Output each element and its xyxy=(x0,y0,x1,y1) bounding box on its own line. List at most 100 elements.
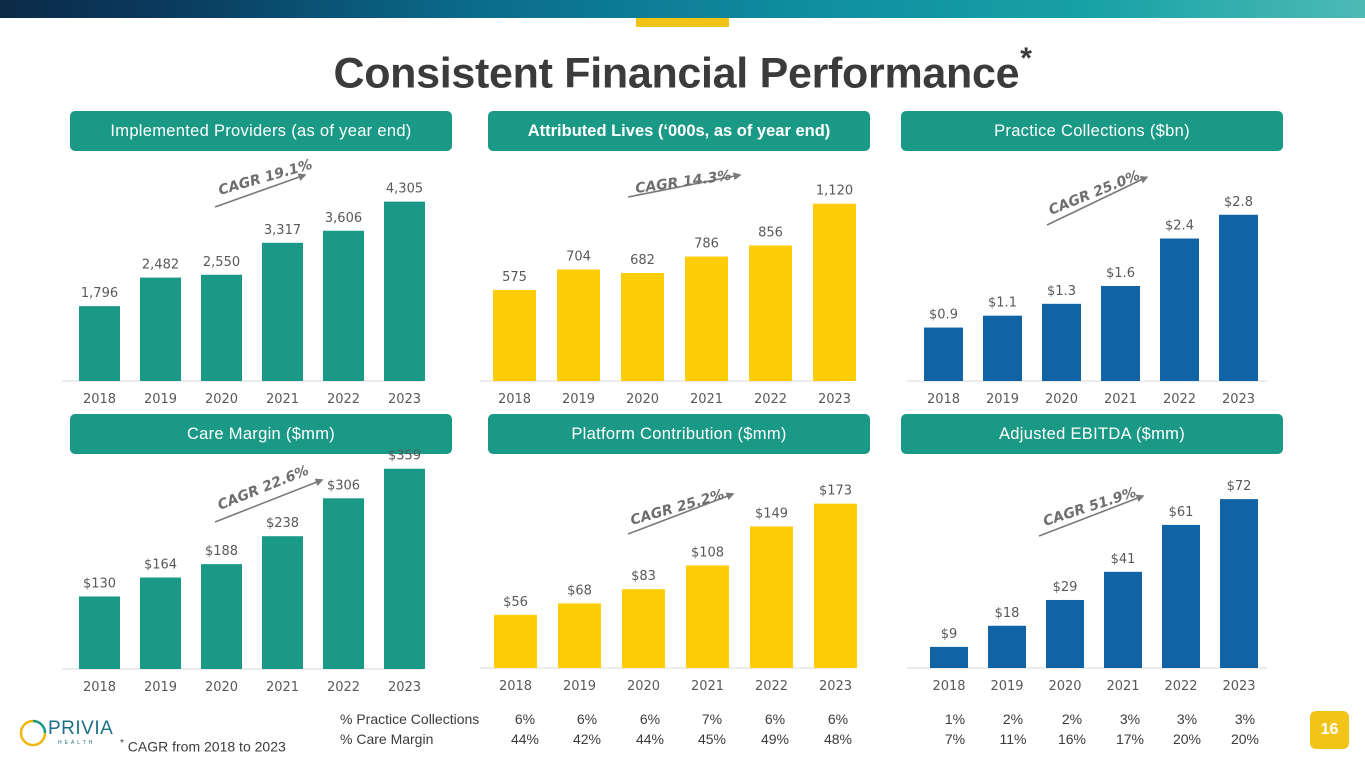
table-cell: 2% xyxy=(1002,711,1024,727)
x-tick-label: 2022 xyxy=(327,392,360,407)
table-cell: 3% xyxy=(1119,711,1141,727)
x-tick-label: 2023 xyxy=(818,392,851,407)
table-cell: 16% xyxy=(1057,731,1087,747)
x-tick-label: 2018 xyxy=(927,392,960,407)
table-cell: 11% xyxy=(999,731,1027,747)
logo-subtext: HEALTH xyxy=(58,740,96,746)
bar-2022 xyxy=(1160,238,1199,381)
data-label-2019: $68 xyxy=(567,583,592,598)
page-title: Consistent Financial Performance* xyxy=(0,42,1365,98)
bar-2018 xyxy=(79,306,120,381)
table-cell: 20% xyxy=(1230,731,1260,747)
data-label-2020: 682 xyxy=(630,253,655,268)
table-cell: 3% xyxy=(1234,711,1256,727)
data-label-2020: 2,550 xyxy=(203,255,240,270)
cagr-arrow xyxy=(1038,494,1145,537)
table-cell: 6% xyxy=(514,711,536,727)
bar-2021 xyxy=(262,536,303,669)
data-label-2020: $1.3 xyxy=(1047,284,1076,299)
table-row-label-care-margin: % Care Margin xyxy=(340,731,434,747)
x-tick-label: 2018 xyxy=(498,392,531,407)
data-label-2019: $18 xyxy=(995,606,1020,621)
data-label-2019: $1.1 xyxy=(988,296,1017,311)
bar-2018 xyxy=(494,614,537,668)
bar-2020 xyxy=(621,273,664,381)
bar-2018 xyxy=(930,646,968,668)
bar-2018 xyxy=(924,327,963,381)
x-tick-label: 2019 xyxy=(986,392,1019,407)
bar-2020 xyxy=(201,274,242,381)
bar-2020 xyxy=(1046,599,1084,668)
table-cell: 6% xyxy=(639,711,661,727)
x-tick-label: 2018 xyxy=(83,680,116,695)
data-label-2020: $188 xyxy=(205,544,238,559)
x-tick-label: 2019 xyxy=(144,680,177,695)
x-tick-label: 2023 xyxy=(1222,679,1255,694)
bar-2022 xyxy=(1162,524,1200,668)
data-label-2022: 856 xyxy=(758,225,783,240)
title-asterisk: * xyxy=(1020,42,1032,75)
data-label-2018: 1,796 xyxy=(81,286,118,301)
data-label-2023: $2.8 xyxy=(1224,195,1253,210)
bar-2020 xyxy=(1042,303,1081,381)
table-cell: 6% xyxy=(576,711,598,727)
data-label-2018: 575 xyxy=(502,270,527,285)
data-label-2018: $56 xyxy=(503,595,528,610)
table-cell: 48% xyxy=(823,731,853,747)
x-tick-label: 2021 xyxy=(1104,392,1137,407)
chart-header-practice-collections: Practice Collections ($bn) xyxy=(901,111,1283,151)
chart-header-platform-contribution: Platform Contribution ($mm) xyxy=(488,414,870,454)
data-label-2022: $306 xyxy=(327,478,360,493)
footnote-asterisk: * xyxy=(120,738,124,749)
footnote: * CAGR from 2018 to 2023 xyxy=(120,738,286,755)
bar-2021 xyxy=(1101,286,1140,381)
cagr-label: CAGR 25.2% xyxy=(629,487,726,529)
cagr-label: CAGR 14.3% xyxy=(634,168,732,197)
x-tick-label: 2019 xyxy=(563,679,596,694)
cagr-arrow xyxy=(1046,176,1149,226)
x-tick-label: 2023 xyxy=(388,392,421,407)
table-cell: 45% xyxy=(697,731,727,747)
data-label-2021: $41 xyxy=(1111,552,1136,567)
x-tick-label: 2020 xyxy=(1045,392,1078,407)
x-tick-label: 2021 xyxy=(266,680,299,695)
data-label-2022: $61 xyxy=(1169,505,1194,520)
x-tick-label: 2020 xyxy=(627,679,660,694)
data-label-2018: $0.9 xyxy=(929,308,958,323)
bar-2022 xyxy=(749,245,792,381)
data-label-2020: $83 xyxy=(631,569,656,584)
table-cell: 1% xyxy=(944,711,966,727)
bar-2020 xyxy=(622,589,665,668)
bar-2023 xyxy=(384,201,425,381)
data-label-2023: 4,305 xyxy=(386,182,423,197)
data-label-2023: $359 xyxy=(388,449,421,464)
x-tick-label: 2022 xyxy=(1163,392,1196,407)
data-label-2023: $173 xyxy=(819,484,852,499)
x-tick-label: 2023 xyxy=(1222,392,1255,407)
data-label-2021: $238 xyxy=(266,516,299,531)
chart-platform-contribution: $56 2018 $68 2019 $83 2020 $108 2021 $149 2022 $17… xyxy=(480,484,857,694)
table-row-label-practice-collections: % Practice Collections xyxy=(340,711,480,727)
table-cell: 7% xyxy=(701,711,723,727)
x-tick-label: 2022 xyxy=(755,679,788,694)
data-label-2021: 3,317 xyxy=(264,223,301,238)
data-label-2019: 704 xyxy=(566,250,591,265)
bar-2022 xyxy=(323,230,364,381)
cagr-arrow xyxy=(214,478,324,523)
table-cell: 3% xyxy=(1176,711,1198,727)
chart-adjusted-ebitda: $9 2018 $18 2019 $29 2020 $41 2021 $61 2022 $72 202… xyxy=(907,479,1267,694)
data-label-2022: $2.4 xyxy=(1165,219,1194,234)
bar-2021 xyxy=(685,256,728,381)
chart-header-attributed-lives: Attributed Lives (‘000s, as of year end) xyxy=(488,111,870,151)
data-label-2021: 786 xyxy=(694,237,719,252)
x-tick-label: 2018 xyxy=(83,392,116,407)
x-tick-label: 2019 xyxy=(562,392,595,407)
table-cell: 20% xyxy=(1172,731,1202,747)
cagr-arrow xyxy=(627,492,735,535)
chart-header-care-margin: Care Margin ($mm) xyxy=(70,414,452,454)
bar-2018 xyxy=(79,596,120,669)
data-label-2021: $1.6 xyxy=(1106,266,1135,281)
bar-2019 xyxy=(988,625,1026,668)
x-tick-label: 2018 xyxy=(932,679,965,694)
data-label-2023: $72 xyxy=(1227,479,1252,494)
